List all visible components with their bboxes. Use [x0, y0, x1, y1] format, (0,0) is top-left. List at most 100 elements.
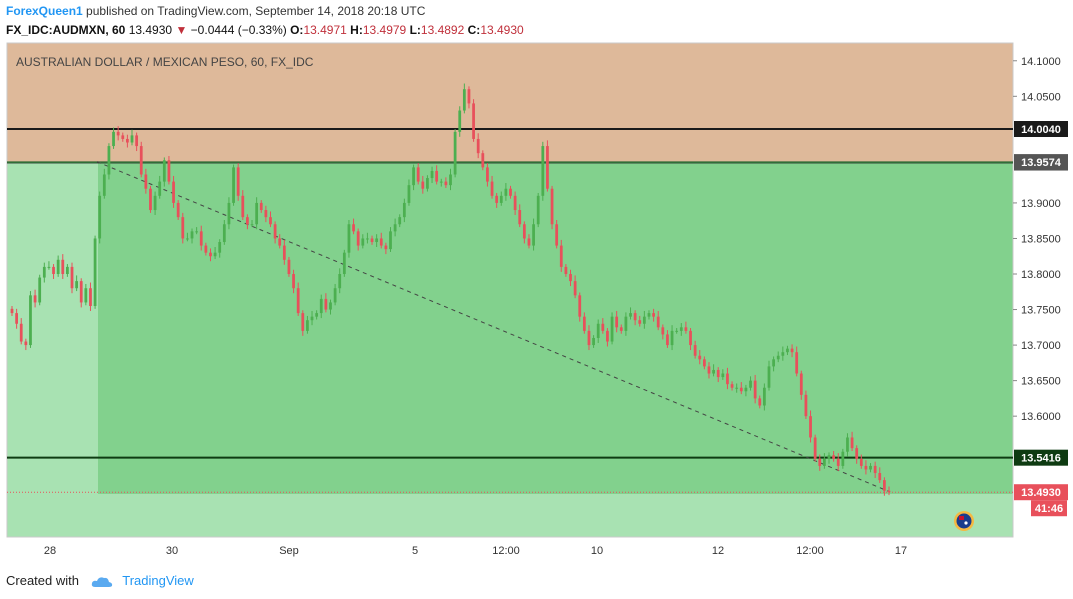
candle[interactable]	[698, 350, 702, 365]
candle[interactable]	[315, 310, 319, 320]
candle[interactable]	[292, 269, 295, 294]
author-link[interactable]: ForexQueen1	[6, 4, 83, 18]
candle[interactable]	[379, 232, 383, 249]
candle[interactable]	[744, 384, 748, 397]
candle[interactable]	[213, 246, 217, 260]
candle[interactable]	[467, 86, 471, 109]
candle[interactable]	[499, 191, 503, 206]
candle[interactable]	[702, 356, 706, 370]
candle[interactable]	[264, 205, 268, 223]
candle[interactable]	[296, 282, 300, 316]
candle[interactable]	[306, 315, 309, 334]
candle[interactable]	[509, 185, 512, 199]
candle[interactable]	[573, 275, 577, 299]
candle[interactable]	[564, 264, 568, 277]
candle[interactable]	[176, 200, 180, 220]
candle[interactable]	[393, 218, 397, 237]
candle[interactable]	[670, 325, 674, 351]
candle[interactable]	[273, 221, 277, 244]
candle[interactable]	[287, 256, 291, 277]
candle[interactable]	[878, 467, 882, 483]
candle[interactable]	[389, 227, 392, 252]
candle[interactable]	[89, 282, 92, 311]
candle[interactable]	[384, 242, 388, 255]
candle[interactable]	[269, 211, 272, 228]
candle[interactable]	[29, 291, 32, 348]
candle[interactable]	[693, 340, 697, 359]
candle[interactable]	[656, 310, 660, 331]
candle[interactable]	[232, 164, 235, 206]
candle[interactable]	[684, 321, 688, 334]
candle[interactable]	[66, 264, 69, 277]
candle[interactable]	[541, 141, 545, 201]
candle[interactable]	[546, 140, 549, 192]
candle[interactable]	[850, 431, 854, 451]
candle[interactable]	[864, 460, 868, 475]
candle[interactable]	[522, 221, 526, 244]
candle[interactable]	[536, 192, 540, 228]
candle[interactable]	[195, 227, 199, 235]
candle[interactable]	[209, 248, 212, 262]
candle[interactable]	[592, 335, 595, 348]
candle[interactable]	[606, 328, 609, 347]
candle[interactable]	[282, 239, 286, 265]
candle[interactable]	[786, 345, 789, 356]
candle[interactable]	[402, 198, 406, 223]
candle[interactable]	[462, 83, 466, 114]
candle[interactable]	[795, 346, 799, 377]
candle[interactable]	[139, 141, 143, 178]
candle[interactable]	[329, 299, 332, 315]
candle[interactable]	[569, 269, 572, 287]
candle[interactable]	[301, 310, 305, 336]
candle[interactable]	[587, 325, 591, 351]
candle[interactable]	[121, 132, 125, 142]
candle[interactable]	[236, 163, 240, 201]
candle[interactable]	[47, 261, 51, 270]
candle[interactable]	[730, 381, 734, 391]
candle[interactable]	[735, 383, 739, 393]
candle[interactable]	[804, 390, 808, 420]
candle[interactable]	[624, 312, 628, 336]
candle[interactable]	[629, 307, 632, 320]
candle[interactable]	[398, 214, 402, 228]
candle[interactable]	[259, 200, 263, 213]
candle[interactable]	[98, 191, 102, 244]
candle[interactable]	[421, 175, 425, 194]
candle[interactable]	[855, 445, 859, 464]
candle[interactable]	[504, 183, 508, 201]
candle[interactable]	[518, 204, 522, 228]
candle[interactable]	[107, 143, 111, 180]
candle[interactable]	[707, 362, 711, 379]
resistance-zone[interactable]	[7, 43, 1013, 163]
candle[interactable]	[370, 235, 374, 245]
candle[interactable]	[218, 239, 222, 258]
candle[interactable]	[250, 219, 254, 228]
candle[interactable]	[42, 262, 46, 283]
candle[interactable]	[712, 364, 715, 377]
candle[interactable]	[689, 328, 692, 351]
candle[interactable]	[846, 433, 849, 457]
candle[interactable]	[444, 177, 448, 189]
candle[interactable]	[495, 192, 499, 208]
candle[interactable]	[255, 197, 259, 230]
candle[interactable]	[555, 219, 559, 249]
candle[interactable]	[661, 324, 665, 340]
candle[interactable]	[186, 232, 189, 242]
candle[interactable]	[412, 164, 415, 191]
candle[interactable]	[439, 178, 443, 187]
candle[interactable]	[799, 370, 803, 400]
candle[interactable]	[75, 275, 79, 292]
candle[interactable]	[181, 212, 185, 244]
candle[interactable]	[596, 319, 600, 343]
candle[interactable]	[486, 163, 489, 187]
candle[interactable]	[453, 129, 457, 178]
candle[interactable]	[24, 338, 28, 351]
candle[interactable]	[430, 166, 434, 184]
candle[interactable]	[887, 486, 891, 496]
candle[interactable]	[841, 448, 845, 469]
candle[interactable]	[130, 129, 134, 146]
candle[interactable]	[116, 126, 120, 141]
candle[interactable]	[666, 330, 669, 348]
candle[interactable]	[836, 453, 840, 471]
